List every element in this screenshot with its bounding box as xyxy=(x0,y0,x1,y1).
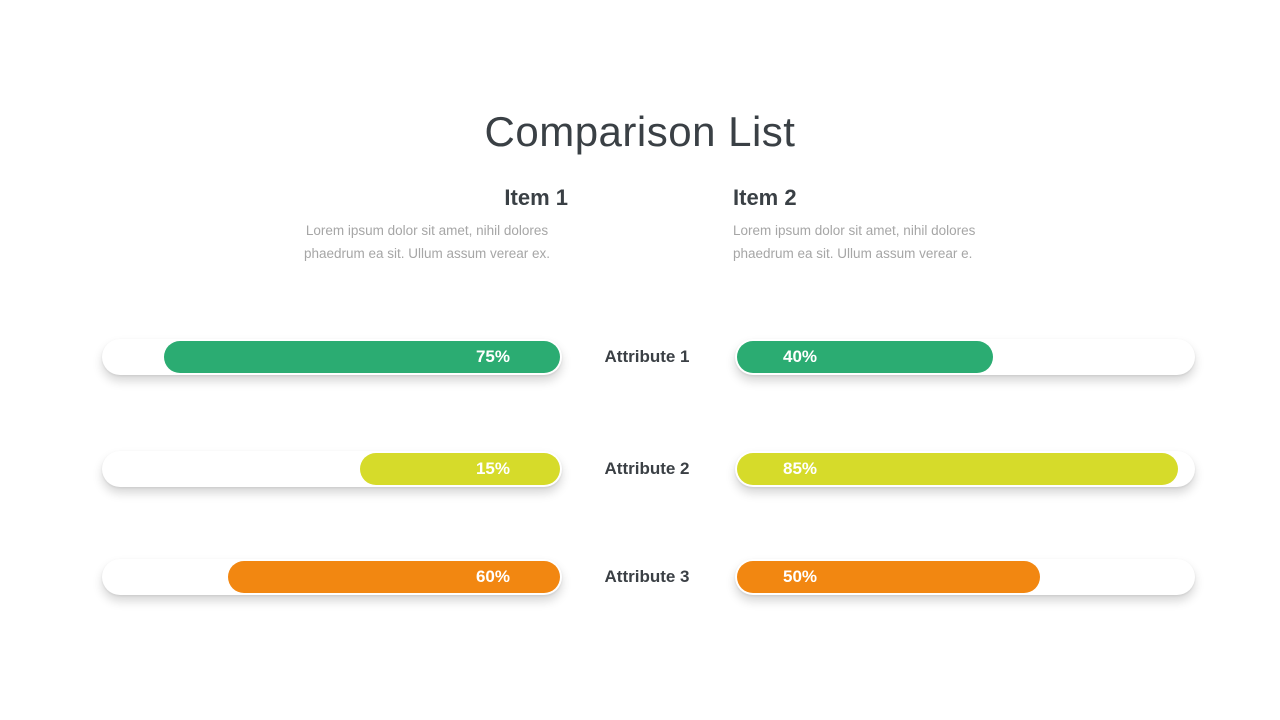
item-2-description: Lorem ipsum dolor sit amet, nihil dolore… xyxy=(733,219,1015,265)
attribute-row-2: 15% Attribute 2 85% xyxy=(0,451,1280,487)
item-1-attribute-3-bar-fill: 60% xyxy=(228,561,560,593)
item-1-attribute-2-bar-fill: 15% xyxy=(360,453,560,485)
item-2-attribute-2-value-label: 85% xyxy=(783,459,818,478)
item-1-attribute-3-value-label: 60% xyxy=(475,567,510,586)
item-2-attribute-3-bar-fill: 50% xyxy=(737,561,1040,593)
item-1-title: Item 1 xyxy=(504,185,568,210)
item-2-desc-line-1: Lorem ipsum dolor sit amet, nihil dolore… xyxy=(733,223,976,238)
attribute-2-label: Attribute 2 xyxy=(604,459,690,478)
item-2-attribute-3-value-label: 50% xyxy=(783,567,818,586)
item-1-attribute-1-bar-track: 75% xyxy=(102,339,562,375)
item-2-attribute-2-bar-fill: 85% xyxy=(737,453,1178,485)
item-2-attribute-1-bar-fill: 40% xyxy=(737,341,993,373)
item-1-desc-line-2: phaedrum ea sit. Ullum assum verear ex. xyxy=(303,246,551,261)
item-1-block: Item 1 Lorem ipsum dolor sit amet, nihil… xyxy=(286,185,568,265)
item-2-attribute-1-value-label: 40% xyxy=(783,347,818,366)
item-1-attribute-2-value-label: 15% xyxy=(475,459,510,478)
item-1-attribute-1-value-label: 75% xyxy=(475,347,510,366)
item-2-attribute-3-bar-track: 50% xyxy=(735,559,1195,595)
item-1-attribute-3-bar-track: 60% xyxy=(102,559,562,595)
item-2-block: Item 2 Lorem ipsum dolor sit amet, nihil… xyxy=(733,185,1015,265)
item-1-attribute-1-bar-fill: 75% xyxy=(164,341,560,373)
item-2-title: Item 2 xyxy=(733,185,797,210)
attribute-3-label: Attribute 3 xyxy=(604,567,690,586)
item-2-attribute-1-bar-track: 40% xyxy=(735,339,1195,375)
item-1-desc-line-1: Lorem ipsum dolor sit amet, nihil dolore… xyxy=(305,223,549,238)
item-1-attribute-2-bar-track: 15% xyxy=(102,451,562,487)
attribute-row-3: 60% Attribute 3 50% xyxy=(0,559,1280,595)
item-2-desc-line-2: phaedrum ea sit. Ullum assum verear e. xyxy=(733,246,973,261)
attribute-row-1: 75% Attribute 1 40% xyxy=(0,339,1280,375)
page-title: Comparison List xyxy=(484,108,796,156)
item-1-description: Lorem ipsum dolor sit amet, nihil dolore… xyxy=(286,219,568,265)
item-2-attribute-2-bar-track: 85% xyxy=(735,451,1195,487)
attribute-1-label: Attribute 1 xyxy=(604,347,690,366)
